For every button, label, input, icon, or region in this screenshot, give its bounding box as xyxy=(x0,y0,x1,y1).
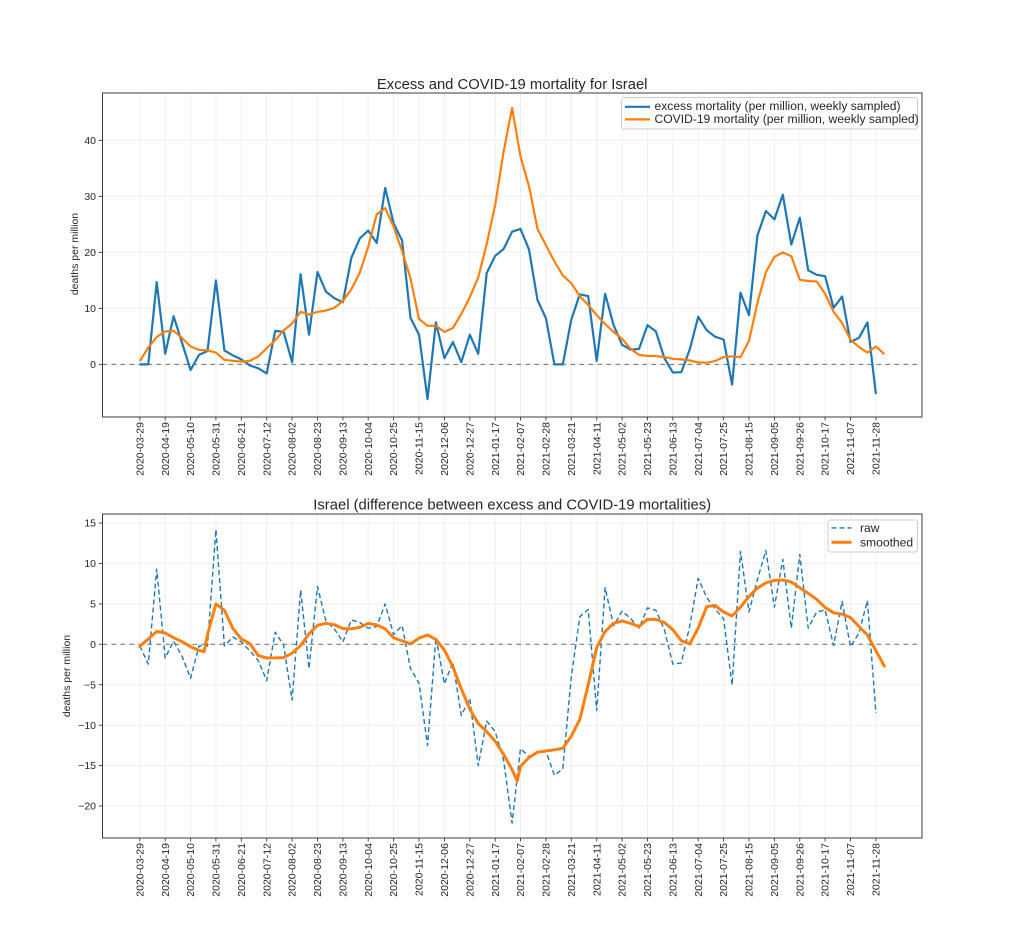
svg-text:2021-11-28: 2021-11-28 xyxy=(871,843,883,896)
svg-text:2020-12-06: 2020-12-06 xyxy=(439,422,451,476)
svg-text:deaths per million: deaths per million xyxy=(69,213,81,295)
svg-text:0: 0 xyxy=(90,639,96,651)
svg-text:2021-03-21: 2021-03-21 xyxy=(566,843,578,897)
svg-text:excess mortality (per million,: excess mortality (per million, weekly sa… xyxy=(655,99,901,113)
svg-text:2020-11-15: 2020-11-15 xyxy=(414,843,426,896)
svg-text:2020-08-23: 2020-08-23 xyxy=(312,422,324,476)
svg-text:2021-09-05: 2021-09-05 xyxy=(769,422,781,476)
svg-text:2021-10-17: 2021-10-17 xyxy=(820,422,832,476)
svg-text:2020-09-13: 2020-09-13 xyxy=(338,843,350,897)
svg-text:2021-03-21: 2021-03-21 xyxy=(566,422,578,476)
svg-text:5: 5 xyxy=(90,599,96,611)
svg-text:2021-05-02: 2021-05-02 xyxy=(617,843,629,897)
svg-text:2021-04-11: 2021-04-11 xyxy=(591,422,603,475)
svg-text:2021-07-04: 2021-07-04 xyxy=(693,843,705,897)
svg-text:30: 30 xyxy=(84,191,96,203)
svg-text:2020-03-29: 2020-03-29 xyxy=(134,422,146,476)
svg-text:10: 10 xyxy=(84,558,96,570)
svg-text:2020-11-15: 2020-11-15 xyxy=(414,422,426,475)
svg-text:2020-07-12: 2020-07-12 xyxy=(261,843,273,897)
svg-text:2020-12-27: 2020-12-27 xyxy=(464,843,476,897)
svg-text:2020-10-25: 2020-10-25 xyxy=(388,843,400,897)
svg-text:2021-10-17: 2021-10-17 xyxy=(820,843,832,897)
svg-text:2021-07-25: 2021-07-25 xyxy=(718,422,730,476)
svg-text:2021-07-04: 2021-07-04 xyxy=(693,422,705,476)
svg-text:2021-11-28: 2021-11-28 xyxy=(871,422,883,475)
svg-text:2020-05-10: 2020-05-10 xyxy=(185,422,197,476)
svg-text:2021-06-13: 2021-06-13 xyxy=(667,422,679,476)
svg-text:2021-02-28: 2021-02-28 xyxy=(541,422,553,476)
svg-text:2021-09-05: 2021-09-05 xyxy=(769,843,781,897)
svg-text:2020-07-12: 2020-07-12 xyxy=(261,422,273,476)
svg-text:40: 40 xyxy=(84,135,96,147)
svg-text:2020-06-21: 2020-06-21 xyxy=(236,843,248,897)
svg-text:2021-04-11: 2021-04-11 xyxy=(591,843,603,896)
svg-text:2020-06-21: 2020-06-21 xyxy=(236,422,248,476)
svg-text:2021-01-17: 2021-01-17 xyxy=(490,843,502,897)
svg-text:2021-05-23: 2021-05-23 xyxy=(642,843,654,897)
svg-text:2020-08-02: 2020-08-02 xyxy=(287,843,299,897)
svg-text:2021-02-28: 2021-02-28 xyxy=(541,843,553,897)
svg-text:2021-01-17: 2021-01-17 xyxy=(490,422,502,476)
svg-text:−5: −5 xyxy=(84,679,96,691)
svg-text:2021-05-23: 2021-05-23 xyxy=(642,422,654,476)
svg-text:2020-04-19: 2020-04-19 xyxy=(160,843,172,897)
svg-text:−15: −15 xyxy=(78,760,96,772)
svg-text:−10: −10 xyxy=(78,720,96,732)
svg-text:raw: raw xyxy=(860,521,880,535)
svg-text:2020-08-23: 2020-08-23 xyxy=(312,843,324,897)
svg-text:2021-08-15: 2021-08-15 xyxy=(744,422,756,476)
svg-text:2020-05-31: 2020-05-31 xyxy=(211,843,223,897)
svg-text:2020-05-10: 2020-05-10 xyxy=(185,843,197,897)
svg-text:2020-03-29: 2020-03-29 xyxy=(134,843,146,897)
svg-text:Israel (difference between exc: Israel (difference between excess and CO… xyxy=(313,498,711,514)
svg-text:2020-10-04: 2020-10-04 xyxy=(363,422,375,476)
svg-text:2020-08-02: 2020-08-02 xyxy=(287,422,299,476)
svg-text:10: 10 xyxy=(84,303,96,315)
svg-text:−20: −20 xyxy=(78,801,96,813)
svg-text:COVID-19 mortality (per millio: COVID-19 mortality (per million, weekly … xyxy=(655,112,919,126)
svg-text:2021-02-07: 2021-02-07 xyxy=(515,843,527,897)
svg-text:2021-02-07: 2021-02-07 xyxy=(515,422,527,476)
svg-text:2020-12-06: 2020-12-06 xyxy=(439,843,451,897)
svg-text:2021-06-13: 2021-06-13 xyxy=(667,843,679,897)
svg-text:2020-04-19: 2020-04-19 xyxy=(160,422,172,476)
svg-text:2021-11-07: 2021-11-07 xyxy=(845,422,857,475)
svg-text:2020-10-25: 2020-10-25 xyxy=(388,422,400,476)
svg-text:2020-12-27: 2020-12-27 xyxy=(464,422,476,476)
svg-text:15: 15 xyxy=(84,518,96,530)
svg-text:2021-09-26: 2021-09-26 xyxy=(794,843,806,897)
svg-text:smoothed: smoothed xyxy=(860,535,913,549)
svg-text:0: 0 xyxy=(90,359,96,371)
svg-text:2021-07-25: 2021-07-25 xyxy=(718,843,730,897)
svg-text:2021-09-26: 2021-09-26 xyxy=(794,422,806,476)
svg-text:2020-05-31: 2020-05-31 xyxy=(211,422,223,476)
svg-text:2021-11-07: 2021-11-07 xyxy=(845,843,857,896)
svg-text:20: 20 xyxy=(84,247,96,259)
svg-text:2020-10-04: 2020-10-04 xyxy=(363,843,375,897)
svg-text:2021-05-02: 2021-05-02 xyxy=(617,422,629,476)
svg-text:2021-08-15: 2021-08-15 xyxy=(744,843,756,897)
svg-text:deaths per million: deaths per million xyxy=(61,635,73,717)
svg-text:2020-09-13: 2020-09-13 xyxy=(338,422,350,476)
svg-text:Excess and COVID-19 mortality: Excess and COVID-19 mortality for Israel xyxy=(377,77,648,93)
